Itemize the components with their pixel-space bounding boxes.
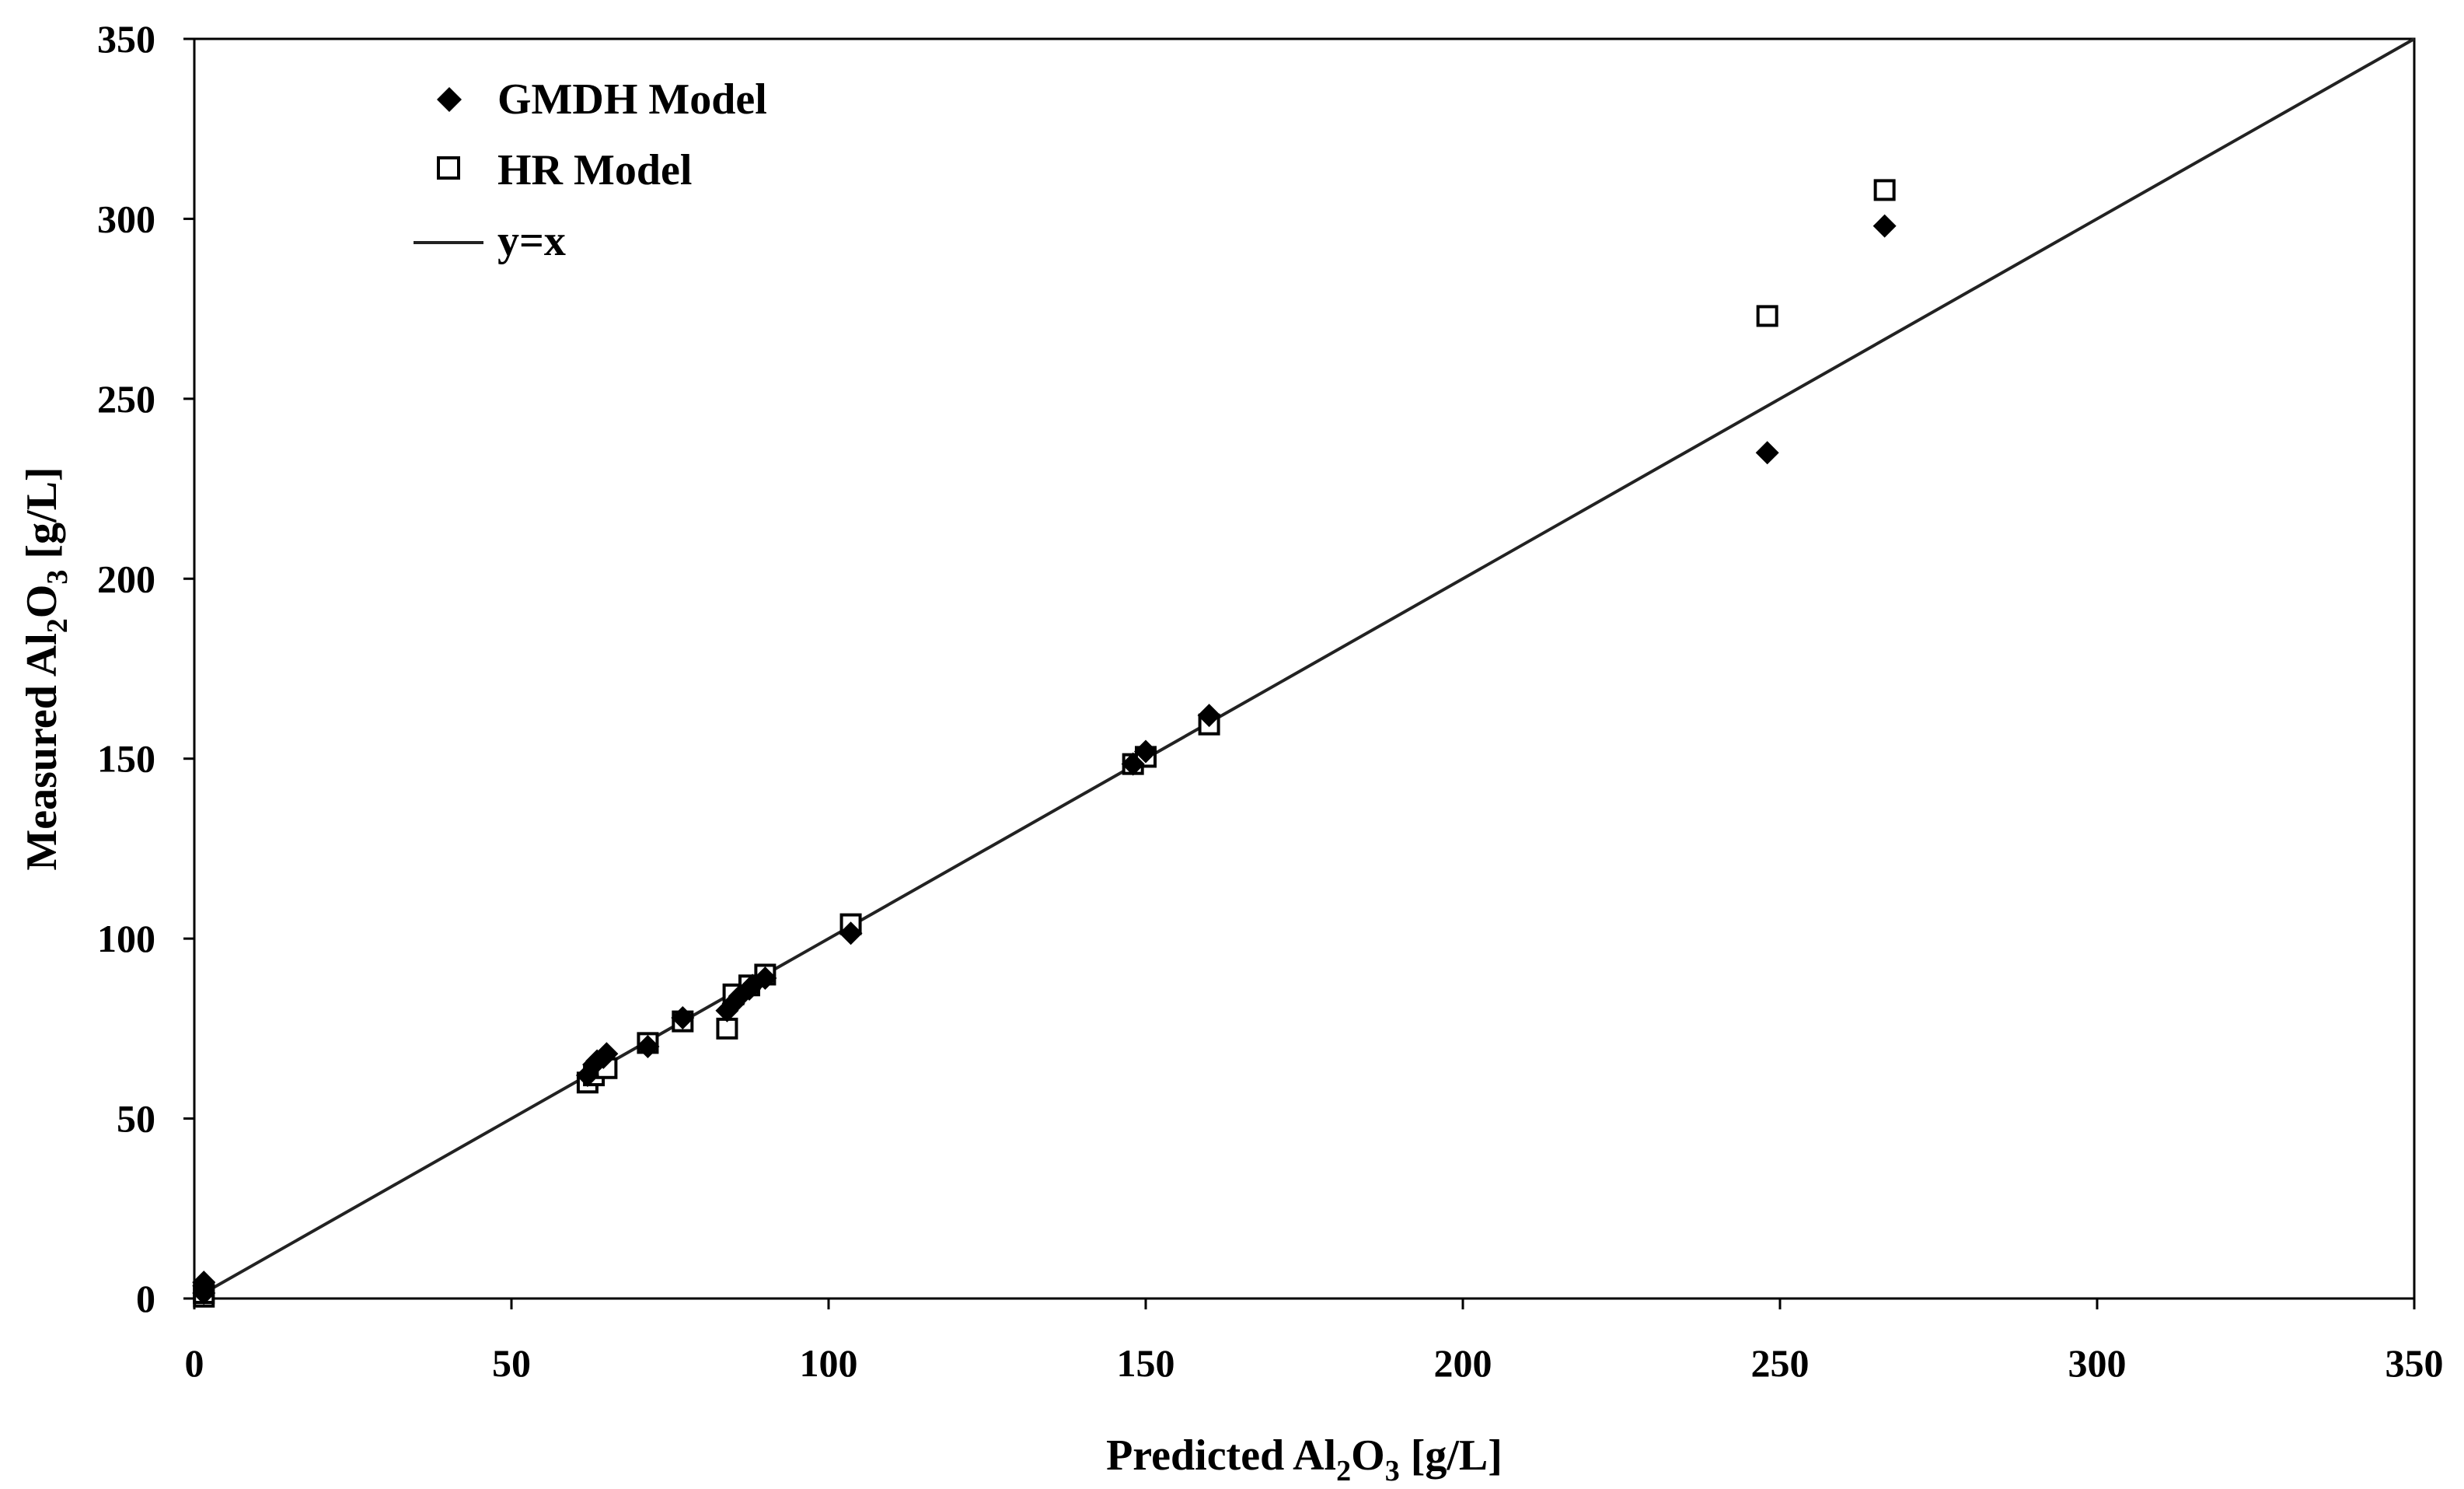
legend-label-yx: y=x	[497, 217, 566, 265]
gmdh-point	[671, 1005, 695, 1029]
legend-marker-hr-square	[437, 156, 460, 180]
y-tick-label: 0	[136, 1277, 155, 1320]
x-tick-label: 350	[2385, 1341, 2444, 1385]
x-tick-label: 150	[1117, 1341, 1175, 1385]
legend-marker-gmdh-diamond	[437, 87, 462, 112]
y-tick-label: 250	[97, 377, 155, 421]
gmdh-point	[1872, 214, 1897, 238]
x-tick-label: 100	[800, 1341, 858, 1385]
x-tick-label: 200	[1434, 1341, 1492, 1385]
gmdh-point	[1755, 441, 1779, 465]
legend-item-yx: y=x	[414, 217, 566, 265]
data-markers	[192, 179, 1897, 1308]
y-tick-label: 150	[97, 737, 155, 781]
x-axis: 0 50 100 150 200 250 300 350	[185, 1299, 2444, 1385]
legend-label-hr: HR Model	[497, 146, 692, 194]
x-tick-label: 250	[1751, 1341, 1810, 1385]
gmdh-point	[1134, 739, 1157, 764]
hr-point	[1873, 179, 1896, 201]
gmdh-point	[1121, 752, 1145, 776]
y-tick-label: 100	[97, 917, 155, 960]
x-tick-label: 50	[492, 1341, 531, 1385]
gmdh-point	[1197, 704, 1221, 728]
plot-area	[194, 37, 2415, 1300]
y-tick-label: 50	[117, 1097, 155, 1141]
legend-label-gmdh: GMDH Model	[497, 75, 767, 124]
y-tick-label: 300	[97, 197, 155, 240]
x-axis-title: Predicted Al2O3 [g/L]	[1106, 1431, 1502, 1487]
gmdh-point	[192, 1281, 216, 1305]
plot-frame	[193, 37, 2416, 1300]
x-tick-label: 0	[185, 1341, 204, 1385]
gmdh-point	[839, 921, 863, 945]
legend: GMDH Model HR Model y=x	[414, 75, 767, 265]
legend-item-gmdh: GMDH Model	[437, 75, 767, 124]
x-tick-label: 300	[2068, 1341, 2127, 1385]
y-tick-label: 350	[97, 17, 155, 61]
legend-item-hr: HR Model	[437, 146, 692, 194]
gmdh-point	[595, 1042, 619, 1066]
y-axis-title: Measured Al2O3 [g/L]	[18, 467, 74, 870]
gmdh-point	[753, 966, 777, 991]
series-line-yx	[194, 37, 2415, 1300]
y-tick-label: 200	[97, 557, 155, 600]
y-axis: 0 50 100 150 200 250 300 350	[97, 17, 194, 1320]
hr-point	[1756, 305, 1778, 327]
gmdh-point	[636, 1035, 660, 1058]
